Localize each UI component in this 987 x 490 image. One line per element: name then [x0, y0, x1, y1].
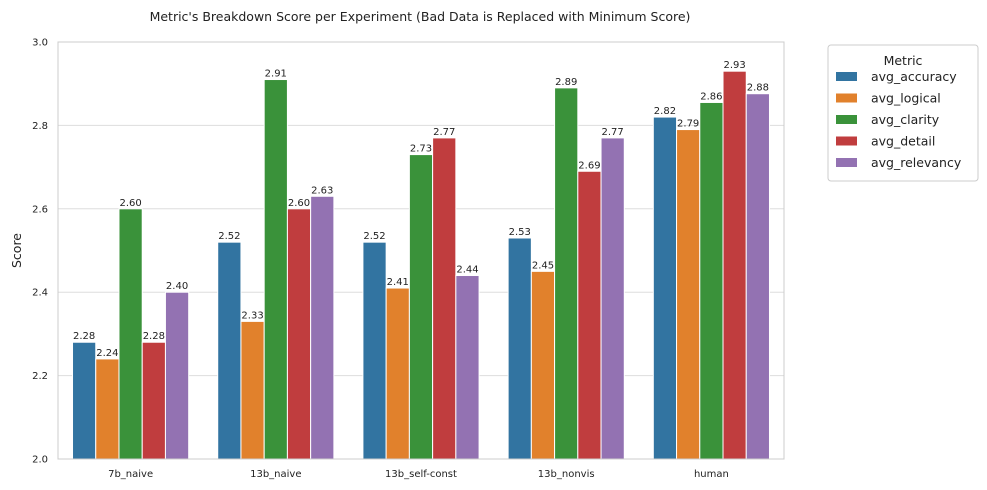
bar-avg_relevancy — [455, 275, 480, 460]
data-label: 2.60 — [119, 198, 141, 209]
legend-swatch — [836, 115, 857, 124]
data-labels: 2.282.242.602.282.402.522.332.912.602.63… — [73, 60, 769, 359]
bar-avg_logical — [95, 358, 120, 460]
data-label: 2.44 — [456, 265, 478, 276]
x-tick-label: 13b_self-const — [385, 469, 457, 480]
data-label: 2.53 — [509, 227, 531, 238]
y-tick-label: 2.0 — [32, 455, 48, 466]
bar-avg_accuracy — [72, 341, 97, 460]
data-label: 2.63 — [311, 185, 333, 196]
bar-avg_relevancy — [745, 93, 770, 460]
data-label: 2.82 — [654, 106, 676, 117]
data-label: 2.52 — [218, 231, 240, 242]
bar-avg_relevancy — [600, 137, 625, 460]
legend-label: avg_detail — [871, 134, 935, 149]
legend: Metric avg_accuracy avg_logical avg_clarit… — [827, 44, 979, 182]
bar-avg_logical — [240, 320, 265, 460]
data-label: 2.88 — [747, 83, 769, 94]
legend-swatch — [836, 93, 857, 103]
data-label: 2.24 — [96, 348, 118, 359]
legend-box — [827, 44, 979, 182]
data-label: 2.77 — [433, 127, 455, 138]
data-label: 2.69 — [578, 160, 600, 171]
bar-avg_accuracy — [217, 241, 242, 460]
data-label: 2.86 — [700, 91, 722, 102]
data-label: 2.73 — [410, 144, 432, 155]
data-label: 2.28 — [73, 331, 95, 342]
data-label: 2.91 — [265, 69, 287, 80]
bar-avg_logical — [385, 287, 410, 460]
bar-avg_relevancy — [164, 291, 190, 460]
bar-avg_logical — [530, 270, 556, 460]
plot-frame — [57, 41, 785, 460]
data-label: 2.77 — [602, 127, 624, 138]
data-label: 2.41 — [387, 277, 409, 288]
bar-avg_logical — [676, 129, 701, 460]
legend-label: avg_relevancy — [871, 155, 962, 170]
bar-avg_detail — [432, 137, 457, 460]
bar-avg_detail — [577, 170, 602, 460]
legend-swatch — [836, 158, 857, 167]
data-label: 2.33 — [241, 310, 263, 321]
legend-label: avg_accuracy — [871, 69, 957, 84]
bar-avg_clarity — [554, 87, 579, 460]
x-tick-label: 13b_nonvis — [538, 469, 595, 480]
y-tick-label: 2.8 — [32, 121, 48, 132]
bar-avg_relevancy — [310, 195, 335, 460]
y-axis-label: Score — [9, 233, 24, 268]
legend-label: avg_clarity — [871, 112, 940, 127]
y-tick-labels: 2.0 2.2 2.4 2.6 2.8 3.0 — [32, 38, 48, 466]
data-label: 2.52 — [363, 231, 385, 242]
legend-label: avg_logical — [871, 91, 941, 106]
bars — [72, 70, 770, 460]
bar-avg_clarity — [263, 79, 288, 460]
bar-avg_clarity — [699, 101, 724, 460]
bar-avg_accuracy — [652, 116, 678, 460]
bar-avg_clarity — [408, 154, 434, 460]
bar-avg_accuracy — [362, 241, 387, 460]
x-tick-label: human — [694, 469, 729, 480]
data-label: 2.60 — [288, 198, 310, 209]
data-label: 2.40 — [166, 281, 188, 292]
y-tick-label: 2.6 — [32, 204, 48, 215]
x-tick-labels: 7b_naive 13b_naive 13b_self-const 13b_nonvi… — [108, 469, 729, 480]
data-label: 2.79 — [677, 119, 699, 130]
y-tick-label: 2.4 — [32, 288, 48, 299]
data-label: 2.89 — [555, 77, 577, 88]
legend-swatch — [836, 72, 857, 81]
bar-avg_detail — [286, 208, 312, 460]
chart-title: Metric's Breakdown Score per Experiment … — [150, 9, 691, 24]
data-label: 2.93 — [723, 60, 745, 71]
x-tick-label: 13b_naive — [250, 469, 301, 480]
data-label: 2.45 — [532, 260, 554, 271]
data-label: 2.28 — [143, 331, 165, 342]
bar-avg_detail — [722, 70, 747, 460]
bar-avg_clarity — [118, 208, 143, 460]
y-tick-label: 2.2 — [32, 371, 48, 382]
y-tick-label: 3.0 — [32, 38, 48, 49]
legend-title: Metric — [884, 53, 923, 68]
legend-swatch — [836, 136, 857, 146]
bar-avg_accuracy — [507, 237, 532, 460]
bar-avg_detail — [141, 341, 166, 460]
x-tick-label: 7b_naive — [108, 469, 153, 480]
